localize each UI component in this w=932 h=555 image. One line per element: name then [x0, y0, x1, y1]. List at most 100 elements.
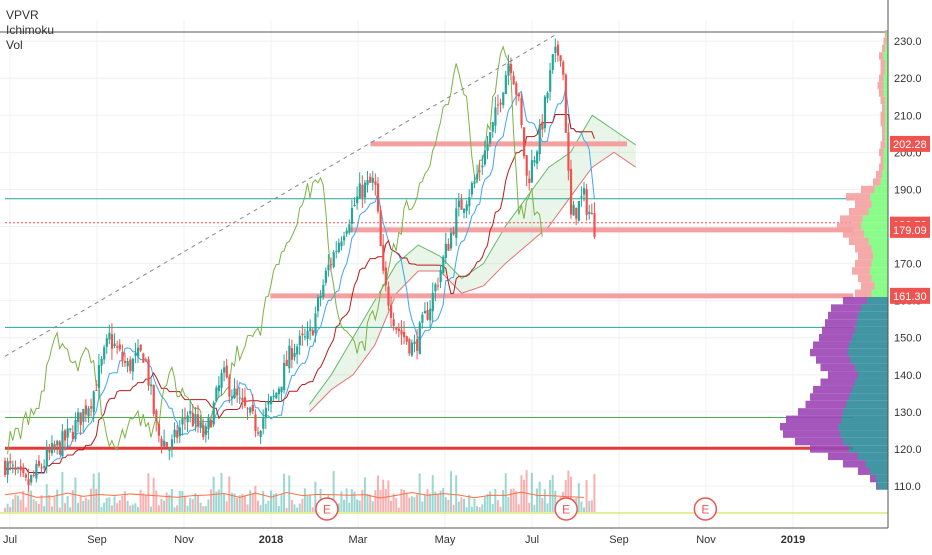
candle-body: [369, 176, 372, 183]
volume-bar: [84, 497, 87, 512]
vpvr-row-up: [856, 319, 888, 327]
volume-bar: [259, 505, 262, 512]
volume-bar: [215, 491, 218, 512]
candle-body: [144, 359, 148, 361]
vpvr-row-up: [877, 482, 888, 490]
volume-bar: [486, 494, 489, 512]
volume-bar: [113, 496, 116, 512]
volume-bar: [309, 495, 312, 512]
price-tag-bg: [890, 287, 930, 304]
legend-indicator-vol[interactable]: Vol: [6, 38, 23, 52]
candle-body: [11, 464, 15, 466]
volume-bar: [306, 496, 309, 512]
y-tick-label: 120.0: [894, 444, 922, 456]
vpvr-row-up: [885, 96, 888, 105]
volume-bar: [494, 488, 497, 512]
volume-bar: [277, 506, 280, 512]
volume-bar: [92, 473, 95, 512]
earnings-marker: [554, 497, 578, 521]
legend-indicator-ichimoku[interactable]: Ichimoku: [6, 23, 55, 37]
volume-bar: [61, 471, 64, 512]
candle-body: [61, 431, 64, 457]
vpvr-row-up: [886, 37, 888, 45]
volume-profile: [780, 30, 888, 490]
y-tick-label: 130.0: [894, 407, 922, 419]
volume-bar: [481, 504, 484, 512]
chikou-span: [7, 44, 543, 455]
volume-bar: [183, 495, 186, 512]
candle-body: [494, 107, 497, 126]
legend: VPVR Ichimoku Vol: [6, 8, 54, 53]
volume-bar: [444, 497, 447, 512]
trend-line[interactable]: [4, 33, 558, 357]
candle-body: [447, 243, 450, 251]
volume-bar: [353, 491, 356, 512]
kijun-sen: [4, 114, 595, 473]
candle-body: [363, 182, 367, 198]
earnings-marker-label: E: [323, 503, 331, 517]
candle-body: [434, 284, 437, 292]
cloud-segment: [353, 300, 375, 375]
vpvr-row-up: [865, 460, 888, 468]
candle-body: [71, 432, 75, 440]
candle-body: [389, 305, 393, 318]
candle-body: [582, 188, 586, 195]
volume-bar: [233, 493, 236, 512]
vpvr-row-down: [783, 430, 840, 438]
volume-bar: [207, 499, 210, 512]
volume-bar: [116, 503, 119, 512]
legend-symbol[interactable]: VPVR: [6, 8, 39, 22]
volume-bar: [590, 500, 593, 512]
volume-bar: [243, 496, 246, 512]
volume-bar: [593, 474, 596, 512]
candle-body: [84, 405, 88, 415]
candle-body: [160, 438, 163, 447]
candle-body: [256, 432, 260, 434]
candle-body: [32, 474, 35, 476]
volume-bar: [296, 507, 299, 512]
volume-bar: [275, 493, 278, 512]
candle-body: [538, 124, 541, 155]
vpvr-row-down: [831, 304, 861, 312]
y-tick-label: 230.0: [894, 36, 922, 48]
volume-bar: [457, 501, 460, 512]
volume-bar: [251, 493, 254, 512]
candle-body: [238, 397, 241, 399]
vpvr-row-down: [883, 37, 887, 45]
volume-bar: [186, 505, 189, 512]
vpvr-row-up: [855, 378, 888, 386]
volume-bar: [189, 497, 192, 512]
candle-body: [118, 344, 121, 350]
candle-body: [436, 285, 440, 287]
candle-body: [455, 208, 458, 238]
vpvr-row-down: [825, 319, 857, 327]
vpvr-row-down: [822, 326, 855, 335]
candle-body: [236, 389, 239, 396]
candle-body: [95, 389, 98, 391]
volume-bar: [27, 491, 30, 512]
cloud-segment: [592, 115, 614, 168]
candle-body: [541, 121, 544, 130]
candle-body: [249, 407, 252, 413]
volume-bar: [452, 504, 455, 512]
candle-body: [431, 292, 434, 312]
vpvr-row-up: [885, 59, 888, 68]
horizontal-levels[interactable]: [5, 141, 854, 450]
vpvr-row-down: [813, 385, 852, 394]
candle-body: [97, 365, 101, 388]
price-axis-bg: [888, 0, 932, 550]
vpvr-row-down: [876, 170, 882, 179]
senkou-span-b: [309, 151, 637, 413]
volume-bar: [345, 488, 348, 512]
vpvr-row-up: [858, 452, 888, 461]
vpvr-row-down: [816, 356, 851, 364]
cloud-segment: [440, 256, 462, 294]
candles[interactable]: [4, 38, 596, 492]
candle-body: [340, 241, 343, 247]
vpvr-row-down: [880, 141, 885, 149]
vpvr-row-up: [885, 104, 888, 112]
